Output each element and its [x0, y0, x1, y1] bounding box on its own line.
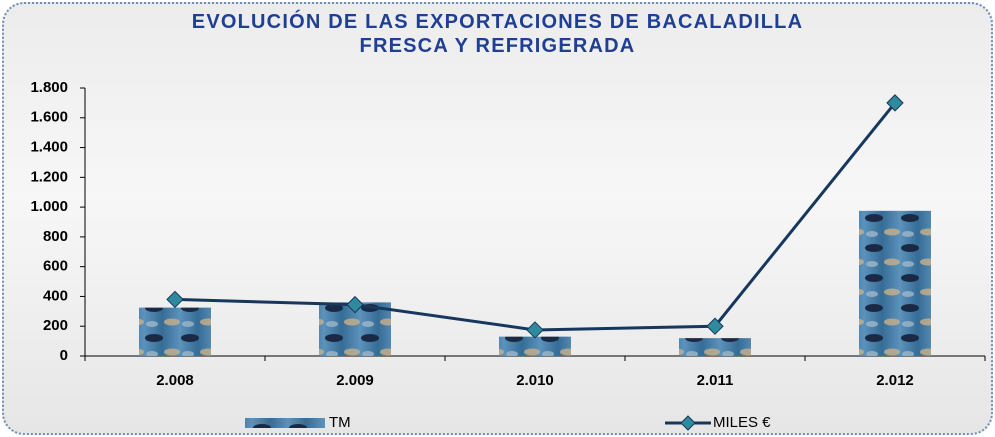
legend-label: MILES € — [713, 414, 771, 431]
y-tick-label: 1.200 — [30, 168, 68, 185]
y-tick-label: 200 — [43, 317, 68, 334]
y-tick-label: 800 — [43, 228, 68, 245]
x-tick-label: 2.009 — [336, 372, 374, 389]
bar — [499, 336, 571, 356]
y-tick-label: 400 — [43, 287, 68, 304]
bar — [679, 338, 751, 356]
marker — [166, 290, 184, 309]
y-tick-label: 1.600 — [30, 109, 68, 126]
x-tick-label: 2.008 — [156, 372, 194, 389]
chart-title: EVOLUCIÓN DE LAS EXPORTACIONES DE BACALA… — [191, 11, 804, 57]
y-tick-label: 600 — [43, 258, 68, 275]
legend-marker — [680, 415, 696, 431]
y-tick-label: 1.400 — [30, 139, 68, 156]
bar — [139, 307, 211, 356]
bar — [859, 210, 931, 356]
y-tick-label: 1.800 — [30, 79, 68, 96]
marker — [526, 321, 544, 339]
legend-label: TM — [329, 414, 351, 431]
x-tick-label: 2.012 — [876, 372, 914, 389]
x-tick-label: 2.011 — [697, 372, 734, 389]
y-tick-label: 1.000 — [30, 198, 68, 215]
legend-swatch — [245, 418, 325, 428]
x-tick-label: 2.010 — [516, 372, 554, 389]
y-tick-label: 0 — [60, 347, 68, 364]
marker — [706, 317, 724, 335]
marker — [346, 295, 364, 314]
marker — [886, 94, 904, 112]
line — [174, 101, 897, 332]
